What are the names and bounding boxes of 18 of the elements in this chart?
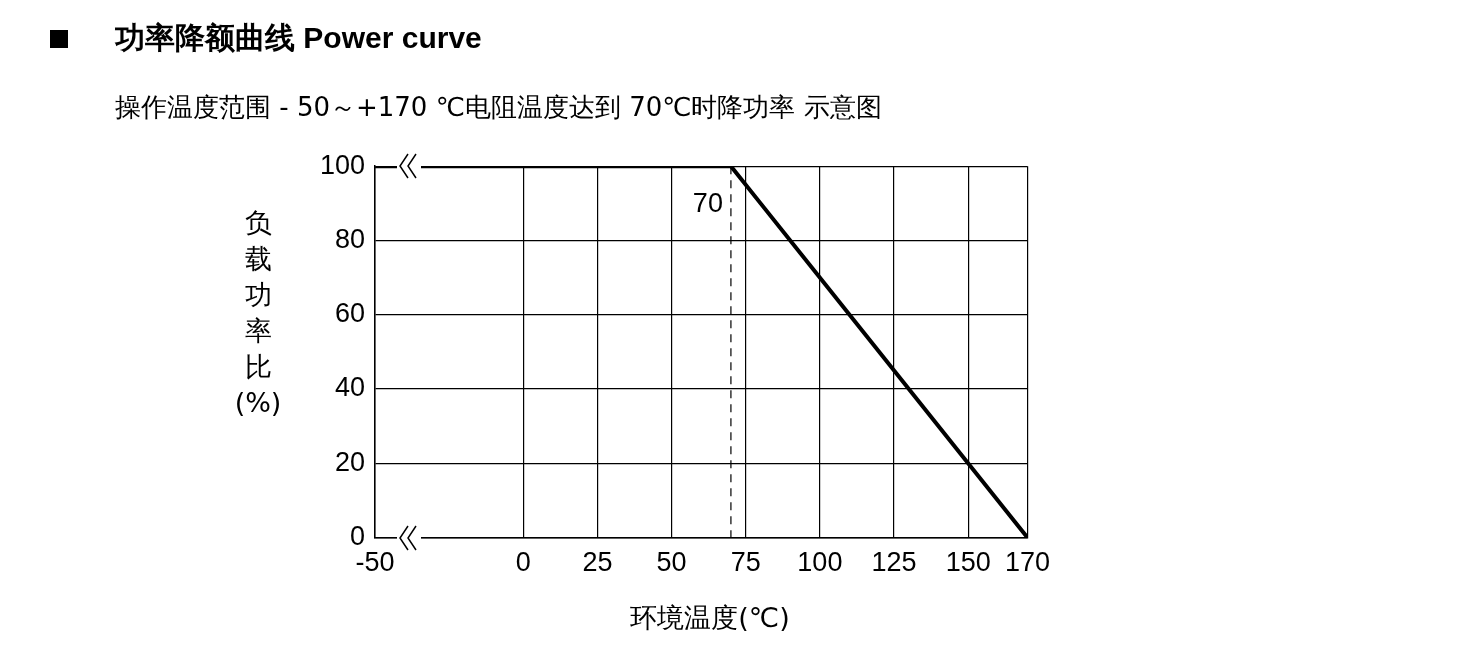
ref-line-label: 70 — [692, 187, 723, 218]
y-axis-title: 负载功率比(%) — [234, 206, 282, 420]
chart-title: 功率降额曲线 Power curve — [115, 20, 482, 56]
x-tick-label: 25 — [582, 547, 613, 578]
x-tick-label: 125 — [871, 547, 917, 578]
y-tick-label: 100 — [319, 149, 366, 180]
x-tick-label: 75 — [730, 547, 761, 578]
x-tick-label: 150 — [945, 547, 991, 578]
y-tick-label: 20 — [335, 446, 366, 477]
x-tick-label: 100 — [797, 547, 843, 578]
x-tick-label: 170 — [1004, 547, 1051, 578]
x-tick-label: 0 — [515, 547, 531, 578]
y-tick-label: 60 — [335, 298, 366, 329]
x-axis-title: 环境温度(℃) — [629, 601, 791, 635]
y-tick-label: 80 — [335, 223, 366, 254]
x-tick-label: 50 — [656, 547, 687, 578]
y-tick-label: 40 — [335, 372, 366, 403]
chart-subtitle: 操作温度范围 - 50～+170 ℃电阻温度达到 70℃时降功率 示意图 — [115, 91, 882, 124]
